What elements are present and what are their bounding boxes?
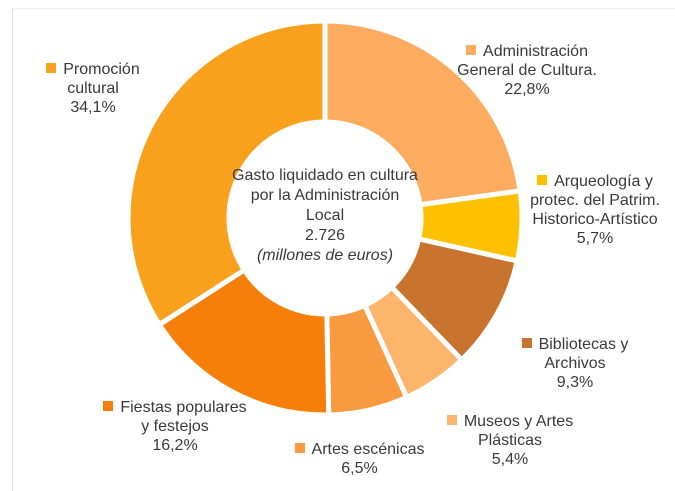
value-label: 22,8% [504, 81, 550, 98]
frame [12, 8, 675, 491]
legend-swatch [466, 45, 477, 55]
segment-label: Arqueología y protec. del Patrim. Histor… [520, 172, 670, 248]
legend-swatch [521, 338, 532, 348]
legend-swatch [294, 443, 305, 453]
category-name: Fiestas populares y festejos [120, 399, 247, 435]
segment-label: Artes escénicas 6,5% [272, 440, 447, 478]
category-name: Promoción cultural [63, 61, 140, 97]
value-label: 5,4% [491, 451, 529, 468]
segment [322, 18, 523, 208]
category-name: Artes escénicas [311, 441, 425, 458]
category-name: Museos y Artes Plásticas [463, 413, 574, 449]
category-name: Arqueología y protec. del Patrim. Histor… [530, 173, 660, 228]
value-label: 34,1% [70, 99, 116, 116]
segment [155, 266, 332, 418]
unit: (millones de euros) [256, 247, 394, 264]
segment-label: Promoción cultural 34,1% [28, 60, 158, 117]
value-label: 6,5% [341, 460, 378, 477]
value-label: 9,3% [556, 374, 594, 391]
value-label: 16,2% [152, 437, 198, 454]
total: 2.726 [304, 227, 346, 244]
segment-label: Museos y Artes Plásticas 5,4% [425, 412, 595, 469]
legend-swatch [46, 63, 57, 73]
center-text: Gasto liquidado en cultura por la Admini… [230, 166, 420, 266]
segment-label: Administración General de Cultura. 22,8% [452, 42, 602, 99]
chart-title: Gasto liquidado en cultura por la Admini… [232, 167, 418, 224]
legend-swatch [446, 415, 457, 425]
value-label: 5,7% [576, 230, 614, 247]
category-name: Bibliotecas y Archivos [538, 336, 629, 372]
category-name: Administración General de Cultura. [457, 43, 597, 79]
segment-label: Bibliotecas y Archivos 9,3% [500, 335, 650, 392]
segment-label: Fiestas populares y festejos 16,2% [100, 398, 250, 455]
legend-swatch [537, 175, 548, 185]
segment [125, 18, 328, 329]
legend-swatch [103, 401, 114, 411]
